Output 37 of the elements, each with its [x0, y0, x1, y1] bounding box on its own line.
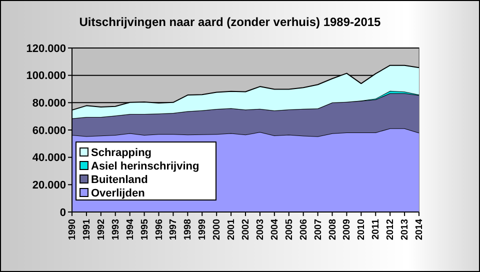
x-tick-label: 2006 [298, 219, 310, 240]
legend-label: Schrapping [91, 146, 152, 159]
x-tick-label: 2008 [327, 219, 338, 240]
x-tick-label: 2000 [212, 219, 223, 240]
y-tick-label: 0 [60, 206, 66, 219]
x-tick-label: 2009 [342, 219, 353, 240]
y-tick-label: 40.000 [32, 152, 66, 164]
x-tick-label: 2004 [269, 218, 280, 240]
x-tick-label: 1996 [154, 219, 165, 240]
x-tick-label: 2013 [400, 219, 411, 240]
x-tick-label: 1990 [67, 219, 78, 240]
x-tick-label: 2001 [226, 218, 238, 240]
x-tick-label: 1995 [139, 218, 150, 240]
legend-label: Asiel herinschrijving [91, 160, 200, 172]
y-tick-label: 100.000 [26, 70, 66, 82]
y-tick-label: 60.000 [32, 124, 66, 137]
x-tick-label: 2005 [284, 218, 295, 240]
x-tick-label: 1993 [110, 219, 122, 240]
x-tick-label: 2003 [254, 219, 266, 240]
x-tick-label: 2007 [312, 219, 324, 240]
y-tick-label: 120.000 [26, 42, 66, 55]
x-tick-label: 2010 [356, 219, 368, 240]
legend-label: Buitenland [91, 174, 148, 186]
y-tick-label: 80.000 [32, 98, 66, 110]
x-tick-label: 2014 [414, 218, 425, 240]
x-tick-label: 2012 [385, 219, 396, 240]
x-tick-label: 2011 [370, 218, 382, 240]
x-tick-label: 1999 [197, 219, 208, 240]
chart-title: Uitschrijvingen naar aard (zonder verhuis) 1989-2015 [79, 15, 382, 29]
y-tick-label: 20.000 [32, 180, 66, 192]
x-tick-label: 1992 [96, 219, 107, 240]
legend-label: Overlijden [91, 187, 146, 200]
x-tick-label: 2002 [240, 219, 252, 240]
x-tick-label: 1998 [182, 219, 194, 240]
x-tick-label: 1997 [168, 219, 180, 240]
x-tick-label: 1994 [124, 218, 136, 240]
x-tick-label: 1991 [81, 218, 92, 240]
